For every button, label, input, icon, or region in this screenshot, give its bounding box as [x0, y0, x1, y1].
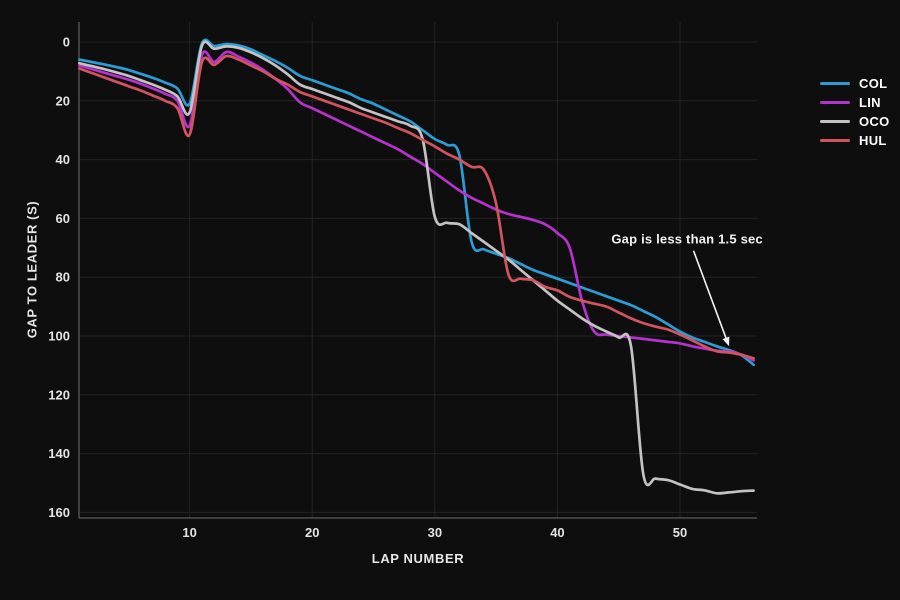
legend-swatch-col — [820, 82, 850, 85]
legend-label: COL — [859, 76, 888, 91]
annotation-arrowhead — [722, 336, 730, 347]
series-line-lin — [77, 50, 755, 362]
series-line-hul — [77, 54, 755, 360]
y-tick-label: 40 — [56, 152, 70, 167]
legend-swatch-oco — [820, 120, 850, 123]
y-tick-label: 100 — [48, 329, 70, 344]
legend-item-col[interactable]: COL — [820, 74, 890, 93]
legend-item-lin[interactable]: LIN — [820, 93, 890, 112]
legend-swatch-hul — [820, 139, 850, 142]
x-tick-label: 50 — [673, 525, 687, 540]
annotation-text: Gap is less than 1.5 sec — [611, 231, 763, 247]
y-tick-label: 120 — [48, 387, 70, 402]
x-tick-label: 40 — [550, 525, 564, 540]
legend: COL LIN OCO HUL — [820, 74, 890, 150]
y-tick-label: 160 — [48, 505, 70, 520]
legend-label: OCO — [859, 114, 890, 129]
x-axis-title: LAP NUMBER — [371, 551, 465, 566]
x-tick-label: 10 — [182, 525, 196, 540]
annotation-arrow — [692, 250, 728, 341]
series-line-col — [77, 38, 755, 367]
x-tick-label: 20 — [305, 525, 319, 540]
y-tick-label: 20 — [56, 93, 70, 108]
y-tick-label: 60 — [56, 211, 70, 226]
y-tick-label: 0 — [63, 35, 70, 50]
legend-label: HUL — [859, 133, 887, 148]
series-line-oco — [77, 40, 755, 495]
legend-item-hul[interactable]: HUL — [820, 131, 890, 150]
legend-swatch-lin — [820, 101, 850, 104]
y-tick-label: 140 — [48, 446, 70, 461]
y-axis-title: GAP TO LEADER (S) — [24, 200, 40, 339]
legend-item-oco[interactable]: OCO — [820, 112, 890, 131]
x-tick-label: 30 — [428, 525, 442, 540]
gridlines — [79, 22, 757, 518]
legend-label: LIN — [859, 95, 881, 110]
y-tick-label: 80 — [56, 270, 70, 285]
